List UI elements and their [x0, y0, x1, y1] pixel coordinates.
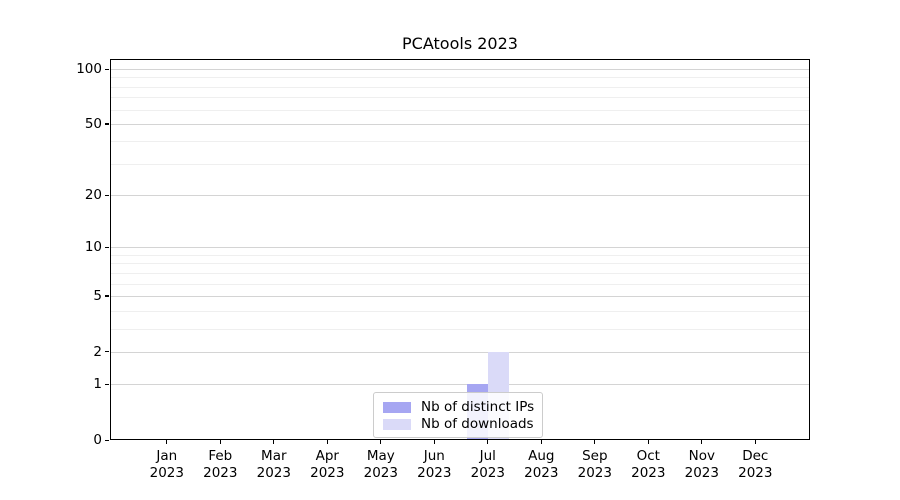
y-tick-label: 5: [93, 287, 102, 304]
x-tick-mark: [166, 440, 168, 444]
y-minor-gridline: [111, 283, 809, 285]
y-tick-label: 10: [84, 239, 102, 256]
y-tick-label: 20: [84, 187, 102, 204]
y-major-gridline: [111, 351, 809, 353]
x-tick-label: Feb 2023: [203, 448, 238, 481]
x-tick-label: Sep 2023: [577, 448, 612, 481]
y-minor-gridline: [111, 86, 809, 88]
x-tick-mark: [380, 440, 382, 444]
x-tick-mark: [701, 440, 703, 444]
y-major-gridline: [111, 295, 809, 297]
x-tick-mark: [647, 440, 649, 444]
y-tick-mark: [105, 295, 109, 297]
y-major-gridline: [111, 384, 809, 386]
x-tick-mark: [433, 440, 435, 444]
y-minor-gridline: [111, 109, 809, 111]
y-tick-label: 0: [93, 432, 102, 448]
y-tick-label: 100: [76, 61, 102, 77]
y-minor-gridline: [111, 310, 809, 312]
y-tick-mark: [105, 383, 109, 386]
y-tick-mark: [105, 439, 109, 441]
y-minor-gridline: [111, 328, 809, 330]
y-minor-gridline: [111, 272, 809, 274]
x-tick-mark: [219, 440, 221, 444]
legend-swatch-downloads: [383, 418, 411, 430]
legend-label-distinct-ips: Nb of distinct IPs: [421, 399, 535, 415]
x-tick-label: Oct 2023: [631, 448, 666, 481]
y-minor-gridline: [111, 163, 809, 165]
y-minor-gridline: [111, 254, 809, 256]
y-major-gridline: [111, 247, 809, 249]
chart-title: PCAtools 2023: [402, 34, 518, 53]
legend-item-downloads: Nb of downloads: [383, 416, 534, 432]
y-tick-mark: [105, 194, 109, 197]
x-tick-label: Jan 2023: [149, 448, 184, 481]
x-tick-mark: [487, 440, 489, 444]
legend-label-downloads: Nb of downloads: [421, 416, 534, 432]
y-tick-label: 50: [84, 115, 102, 132]
legend-swatch-distinct-ips: [383, 401, 411, 413]
x-tick-label: Jun 2023: [417, 448, 452, 481]
y-tick-label: 2: [93, 343, 102, 360]
y-tick-label: 1: [93, 376, 102, 393]
y-minor-gridline: [111, 141, 809, 143]
plot-area: [110, 59, 810, 440]
y-minor-gridline: [111, 97, 809, 99]
legend-item-distinct-ips: Nb of distinct IPs: [383, 399, 535, 415]
x-tick-label: Nov 2023: [684, 448, 719, 481]
x-tick-mark: [273, 440, 275, 444]
y-major-gridline: [111, 195, 809, 197]
x-tick-label: May 2023: [363, 448, 398, 481]
y-minor-gridline: [111, 263, 809, 265]
x-tick-label: Apr 2023: [310, 448, 345, 481]
y-tick-mark: [105, 123, 109, 125]
x-tick-label: Aug 2023: [524, 448, 559, 481]
y-major-gridline: [111, 69, 809, 70]
x-tick-mark: [594, 440, 596, 444]
x-tick-mark: [754, 440, 756, 444]
y-minor-gridline: [111, 77, 809, 79]
y-major-gridline: [111, 123, 809, 125]
legend: Nb of distinct IPs Nb of downloads: [373, 392, 543, 438]
x-tick-label: Mar 2023: [256, 448, 291, 481]
x-tick-label: Dec 2023: [738, 448, 773, 481]
x-tick-mark: [540, 440, 542, 444]
y-tick-mark: [105, 246, 109, 249]
y-tick-mark: [105, 68, 109, 70]
y-tick-mark: [105, 351, 109, 353]
x-tick-label: Jul 2023: [470, 448, 505, 481]
x-tick-mark: [326, 440, 328, 444]
